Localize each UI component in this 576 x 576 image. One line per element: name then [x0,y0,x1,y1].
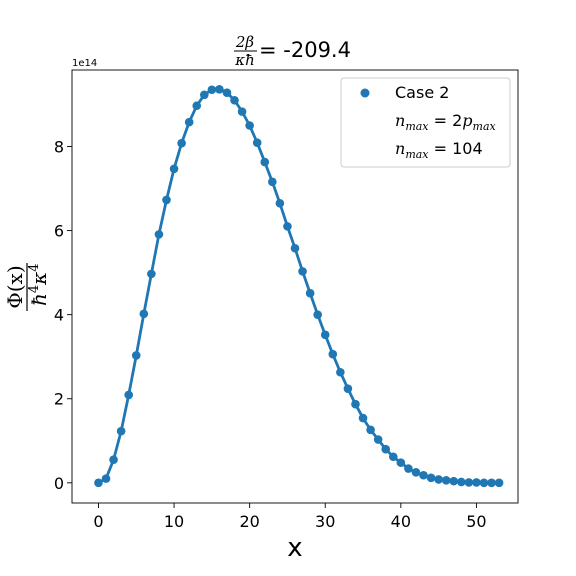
y-label-exp1: 4 [27,285,42,293]
data-point [192,101,202,111]
data-point [94,478,103,488]
x-tick-label: 50 [466,512,486,531]
data-point [245,121,254,130]
series-points-case-2 [94,85,504,488]
x-tick-label: 20 [239,512,259,531]
data-point [305,288,315,298]
y-tick-label: 4 [54,306,64,325]
legend-line1-p: p [462,111,472,130]
data-point [388,452,398,462]
data-point [351,399,360,409]
legend-line1-psub: max [473,120,497,133]
legend-nmax-value: nmax = 104 [395,139,483,161]
data-point [373,435,383,444]
data-point [298,267,307,276]
legend-line2-n: n [395,139,405,158]
data-point [426,473,436,483]
y-tick-label: 2 [54,390,64,409]
y-tick-label: 6 [54,222,64,241]
title-numerator: 2β [235,33,255,51]
y-tick-label: 0 [54,474,64,493]
data-point [290,243,300,253]
data-point [237,107,247,116]
data-point [116,426,126,436]
y-tick-label: 8 [54,138,64,157]
legend-nmax-formula: nmax = 2pmax [395,111,497,133]
legend-line2-eq: = 104 [429,139,483,158]
data-point [207,85,217,95]
data-point [419,470,428,480]
data-point [169,164,179,174]
y-label-kappa: κ [27,272,51,286]
title-denominator: κħ [234,51,255,69]
data-point [109,455,118,465]
data-point [154,230,164,239]
title-value: = -209.4 [259,38,351,62]
data-point [396,458,406,467]
data-point [162,195,171,205]
y-offset-label: 1e14 [72,58,97,69]
data-point [434,475,443,484]
data-point [336,367,345,377]
data-point [275,198,285,208]
data-point [283,222,292,231]
y-label-denominator: ħ4κ4 [27,263,51,306]
legend-line1-eq: = 2 [429,111,463,130]
legend-series-label: Case 2 [395,83,449,102]
x-tick-label: 40 [391,512,411,531]
data-point [494,478,504,488]
legend-line1-n: n [395,111,405,130]
data-point [177,138,186,148]
data-point [472,478,481,487]
data-point [131,351,141,360]
x-tick-label: 10 [164,512,184,531]
data-point [464,478,474,487]
data-point [230,95,239,105]
data-point [260,157,270,167]
data-point [199,90,209,100]
data-point [358,413,368,423]
data-point [147,269,156,279]
data-point [184,117,194,127]
data-point [139,309,149,319]
x-axis-label: x [287,533,302,563]
legend-line1-sub: max [405,120,429,133]
data-point [404,464,413,473]
data-point [320,330,330,340]
data-point [411,468,421,477]
y-axis-label: Φ(x) ħ4κ4 [3,263,51,311]
data-point [441,475,451,485]
data-point [252,138,262,148]
data-point [366,425,375,435]
data-point [449,476,459,486]
y-label-exp2: 4 [27,263,42,271]
x-tick-label: 30 [315,512,335,531]
data-point [328,349,338,359]
data-point [487,478,496,488]
legend-box [340,77,511,168]
data-point [101,474,111,483]
data-point [479,478,489,488]
data-point [222,88,232,98]
legend: Case 2 nmax = 2pmax nmax = 104 [340,77,511,168]
x-axis-ticks: 0 10 20 30 40 50 [93,503,487,531]
data-point [457,477,466,487]
y-axis-ticks: 0 2 4 6 8 [54,138,72,493]
data-point [313,310,322,319]
legend-line2-sub: max [405,148,429,161]
chart-title: 2β κħ = -209.4 [234,33,351,69]
data-point [268,177,277,187]
data-point [381,444,391,454]
x-tick-label: 0 [93,512,103,531]
y-label-numerator: Φ(x) [3,265,27,308]
data-point [215,85,224,94]
data-point [343,384,353,393]
y-label-hbar: ħ [27,293,51,306]
plot-area [71,69,519,504]
data-point [124,390,133,400]
legend-marker [360,88,370,98]
